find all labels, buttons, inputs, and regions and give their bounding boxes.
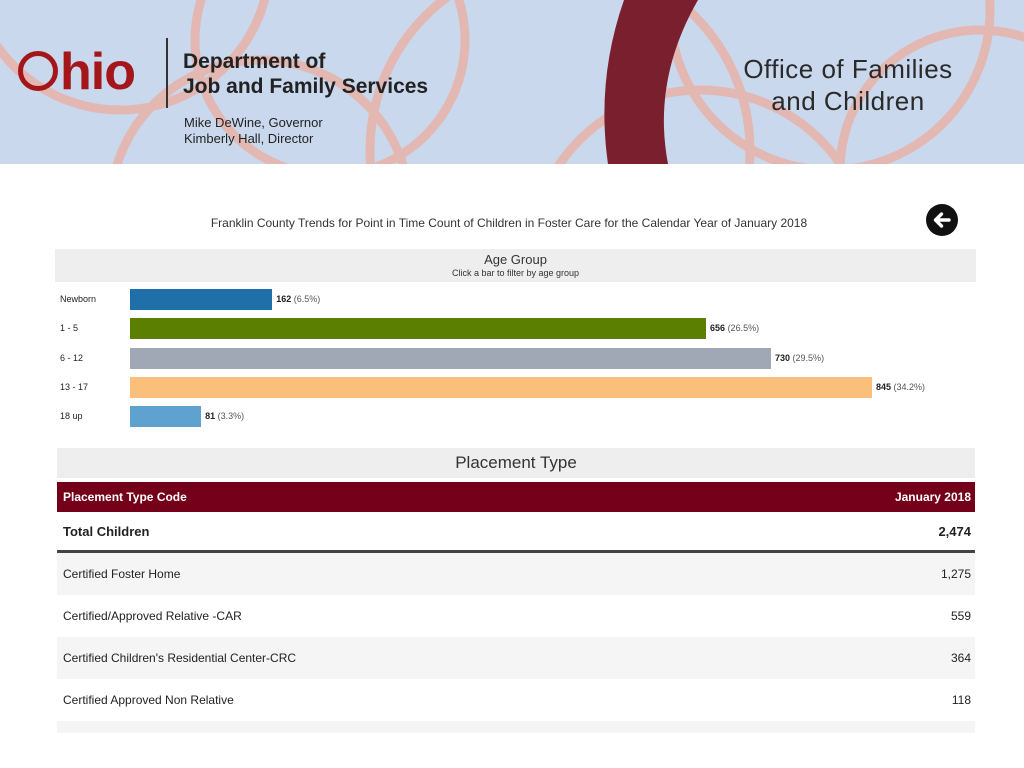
placement-type-header: Placement Type	[57, 448, 975, 478]
age-bar-percent: (6.5%)	[291, 294, 321, 304]
header-banner: hio Department of Job and Family Service…	[0, 0, 1024, 164]
ohio-logo-o-icon	[18, 51, 58, 91]
column-header-period: January 2018	[894, 490, 971, 504]
age-bar-percent: (26.5%)	[725, 323, 760, 334]
age-bar[interactable]	[130, 347, 772, 369]
governor-name: Mike DeWine, Governor	[184, 115, 323, 130]
table-row: Certified Children's Residential Center-…	[57, 637, 975, 679]
table-row: Certified Approved Non Relative 118	[57, 679, 975, 721]
table-row: Certified/Approved Relative -CAR 559	[57, 595, 975, 637]
row-label: Certified/Approved Relative -CAR	[63, 609, 242, 623]
age-category-label: 6 - 12	[60, 352, 84, 363]
age-bar-value-label: 656 (26.5%)	[710, 323, 759, 333]
age-bar-percent: (34.2%)	[891, 381, 926, 392]
row-label: Certified Approved Non Relative	[63, 693, 234, 707]
arrow-left-circle-icon	[933, 212, 951, 228]
row-label: Certified Children's Residential Center-…	[63, 651, 297, 665]
table-header-row: Placement Type Code January 2018	[57, 482, 975, 512]
row-value: 1,275	[940, 567, 971, 581]
age-group-header: Age Group Click a bar to filter by age g…	[55, 249, 976, 282]
row-value: 118	[951, 693, 971, 707]
department-name: Department of Job and Family Services	[183, 49, 428, 99]
department-line-1: Department of	[183, 50, 326, 73]
director-name: Kimberly Hall, Director	[184, 131, 314, 146]
total-label: Total Children	[63, 523, 150, 539]
age-bar[interactable]	[130, 376, 872, 398]
report-title: Franklin County Trends for Point in Time…	[210, 216, 808, 230]
age-category-label: 13 - 17	[60, 381, 89, 392]
ohio-logo: hio	[18, 43, 136, 101]
age-bar-count: 656	[710, 323, 726, 334]
department-line-2: Job and Family Services	[183, 75, 429, 98]
age-group-subtitle: Click a bar to filter by age group	[451, 268, 580, 278]
row-label: Certified Foster Home	[63, 567, 181, 581]
age-category-label: 18 up	[60, 411, 83, 422]
age-bar-percent: (3.3%)	[215, 411, 245, 422]
office-name: Office of Families and Children	[716, 53, 980, 117]
row-value: 364	[950, 651, 971, 665]
age-category-label: 1 - 5	[60, 323, 79, 334]
age-bar-count: 81	[205, 411, 216, 422]
age-bar[interactable]	[130, 318, 707, 340]
table-footer-spacer	[57, 721, 975, 733]
age-bar-value-label: 845 (34.2%)	[876, 382, 925, 392]
age-category-label: Newborn	[60, 294, 97, 304]
banner-background-graphic	[0, 0, 1024, 164]
row-value: 559	[950, 609, 971, 623]
age-bar-count: 845	[876, 381, 892, 392]
logo-divider	[166, 38, 168, 108]
total-row: Total Children 2,474	[57, 512, 975, 553]
placement-type-table: Placement Type Code January 2018 Total C…	[57, 482, 975, 733]
age-bar[interactable]	[130, 289, 273, 310]
table-row: Certified Foster Home 1,275	[57, 553, 975, 595]
ohio-logo-text: hio	[60, 43, 136, 101]
age-bar-percent: (29.5%)	[790, 352, 825, 363]
age-bar[interactable]	[130, 406, 202, 428]
officials: Mike DeWine, Governor Kimberly Hall, Dir…	[184, 115, 323, 147]
age-group-title: Age Group	[484, 252, 547, 267]
age-bar-value-label: 81 (3.3%)	[205, 411, 244, 421]
total-value: 2,474	[938, 523, 971, 539]
column-header-code: Placement Type Code	[63, 490, 187, 504]
age-bar-count: 162	[276, 294, 292, 304]
office-line-2: and Children	[771, 86, 925, 116]
age-bar-count: 730	[775, 352, 791, 363]
age-bar-value-label: 162 (6.5%)	[276, 294, 320, 304]
age-bar-value-label: 730 (29.5%)	[775, 353, 824, 363]
back-button[interactable]	[926, 204, 958, 236]
office-line-1: Office of Families	[743, 54, 953, 84]
